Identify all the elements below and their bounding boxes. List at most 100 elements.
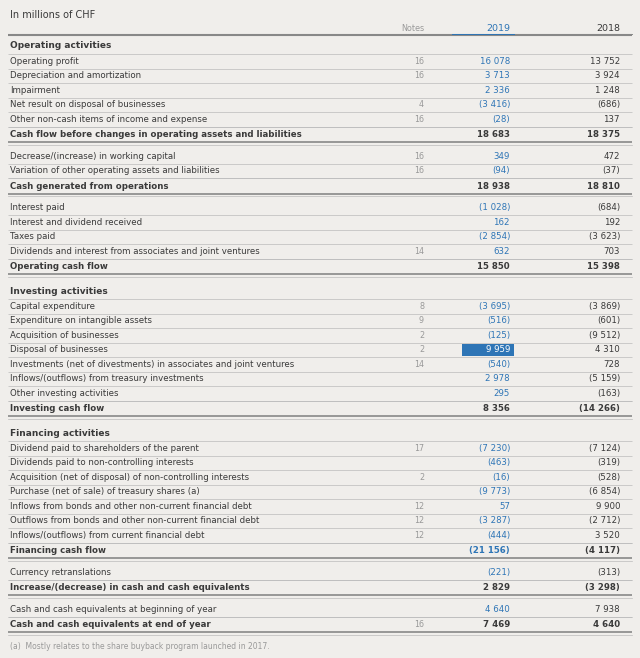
Text: 349: 349	[493, 152, 510, 161]
Text: (528): (528)	[597, 472, 620, 482]
Text: Other investing activities: Other investing activities	[10, 389, 118, 397]
Text: (28): (28)	[492, 114, 510, 124]
Text: 16: 16	[414, 620, 424, 629]
Text: (601): (601)	[597, 316, 620, 325]
Text: Outflows from bonds and other non-current financial debt: Outflows from bonds and other non-curren…	[10, 517, 259, 525]
Text: Acquisition (net of disposal) of non-controlling interests: Acquisition (net of disposal) of non-con…	[10, 472, 249, 482]
Text: Interest paid: Interest paid	[10, 203, 65, 213]
Text: Financing activities: Financing activities	[10, 428, 110, 438]
Text: Increase/(decrease) in cash and cash equivalents: Increase/(decrease) in cash and cash equ…	[10, 583, 250, 592]
Text: (2 712): (2 712)	[589, 517, 620, 525]
Text: Depreciation and amortization: Depreciation and amortization	[10, 71, 141, 80]
Text: Financing cash flow: Financing cash flow	[10, 546, 106, 555]
Text: 162: 162	[493, 218, 510, 227]
Text: Acquisition of businesses: Acquisition of businesses	[10, 331, 119, 340]
Text: 18 938: 18 938	[477, 182, 510, 191]
Text: Expenditure on intangible assets: Expenditure on intangible assets	[10, 316, 152, 325]
Text: Net result on disposal of businesses: Net result on disposal of businesses	[10, 100, 165, 109]
Bar	[462, 343, 514, 356]
Text: (3 298): (3 298)	[585, 583, 620, 592]
Text: Inflows from bonds and other non-current financial debt: Inflows from bonds and other non-current…	[10, 502, 252, 511]
Text: 472: 472	[604, 152, 620, 161]
Text: 4 640: 4 640	[485, 605, 510, 614]
Text: 137: 137	[604, 114, 620, 124]
Text: Impairment: Impairment	[10, 86, 60, 95]
Text: (1 028): (1 028)	[479, 203, 510, 213]
Text: (684): (684)	[597, 203, 620, 213]
Text: Disposal of businesses: Disposal of businesses	[10, 345, 108, 354]
Text: (3 869): (3 869)	[589, 302, 620, 311]
Text: 12: 12	[414, 517, 424, 525]
Text: Interest and dividend received: Interest and dividend received	[10, 218, 142, 227]
Text: (221): (221)	[487, 568, 510, 577]
Text: Operating activities: Operating activities	[10, 41, 111, 51]
Text: Cash and cash equivalents at beginning of year: Cash and cash equivalents at beginning o…	[10, 605, 216, 614]
Text: 16: 16	[414, 152, 424, 161]
Text: Dividend paid to shareholders of the parent: Dividend paid to shareholders of the par…	[10, 443, 199, 453]
Text: 9 959: 9 959	[486, 345, 510, 354]
Text: Investing cash flow: Investing cash flow	[10, 404, 104, 413]
Text: 8 356: 8 356	[483, 404, 510, 413]
Text: (3 287): (3 287)	[479, 517, 510, 525]
Text: 728: 728	[604, 360, 620, 368]
Text: 4: 4	[419, 100, 424, 109]
Text: (163): (163)	[597, 389, 620, 397]
Text: (516): (516)	[487, 316, 510, 325]
Text: (9 512): (9 512)	[589, 331, 620, 340]
Text: (686): (686)	[597, 100, 620, 109]
Text: 2: 2	[419, 472, 424, 482]
Text: 14: 14	[414, 247, 424, 256]
Text: (7 230): (7 230)	[479, 443, 510, 453]
Text: 2019: 2019	[486, 24, 510, 33]
Text: (a)  Mostly relates to the share buyback program launched in 2017.: (a) Mostly relates to the share buyback …	[10, 642, 269, 651]
Text: Variation of other operating assets and liabilities: Variation of other operating assets and …	[10, 166, 220, 175]
Text: 2: 2	[419, 345, 424, 354]
Text: (319): (319)	[597, 458, 620, 467]
Text: 7 938: 7 938	[595, 605, 620, 614]
Text: 18 375: 18 375	[587, 130, 620, 139]
Text: Purchase (net of sale) of treasury shares (a): Purchase (net of sale) of treasury share…	[10, 488, 200, 496]
Text: 1 248: 1 248	[595, 86, 620, 95]
Text: 17: 17	[414, 443, 424, 453]
Text: 2: 2	[419, 331, 424, 340]
Text: Decrease/(increase) in working capital: Decrease/(increase) in working capital	[10, 152, 175, 161]
Text: 4 310: 4 310	[595, 345, 620, 354]
Text: (125): (125)	[487, 331, 510, 340]
Text: 2 978: 2 978	[485, 374, 510, 383]
Text: Dividends paid to non-controlling interests: Dividends paid to non-controlling intere…	[10, 458, 194, 467]
Text: Capital expenditure: Capital expenditure	[10, 302, 95, 311]
Text: Inflows/(outflows) from current financial debt: Inflows/(outflows) from current financia…	[10, 531, 205, 540]
Text: 632: 632	[493, 247, 510, 256]
Text: 2 829: 2 829	[483, 583, 510, 592]
Text: 16: 16	[414, 166, 424, 175]
Text: 9: 9	[419, 316, 424, 325]
Text: 16 078: 16 078	[480, 57, 510, 66]
Text: (5 159): (5 159)	[589, 374, 620, 383]
Text: 7 469: 7 469	[483, 620, 510, 629]
Text: 703: 703	[604, 247, 620, 256]
Text: Notes: Notes	[401, 24, 424, 33]
Text: Cash flow before changes in operating assets and liabilities: Cash flow before changes in operating as…	[10, 130, 301, 139]
Text: (444): (444)	[487, 531, 510, 540]
Text: (14 266): (14 266)	[579, 404, 620, 413]
Text: 57: 57	[499, 502, 510, 511]
Text: 2 336: 2 336	[485, 86, 510, 95]
Text: 18 683: 18 683	[477, 130, 510, 139]
Text: 9 900: 9 900	[595, 502, 620, 511]
Text: 3 713: 3 713	[485, 71, 510, 80]
Text: 13 752: 13 752	[589, 57, 620, 66]
Text: 8: 8	[419, 302, 424, 311]
Text: 3 520: 3 520	[595, 531, 620, 540]
Text: (3 695): (3 695)	[479, 302, 510, 311]
Text: (7 124): (7 124)	[589, 443, 620, 453]
Text: 4 640: 4 640	[593, 620, 620, 629]
Text: 18 810: 18 810	[587, 182, 620, 191]
Text: 2018: 2018	[596, 24, 620, 33]
Text: (540): (540)	[487, 360, 510, 368]
Text: Cash and cash equivalents at end of year: Cash and cash equivalents at end of year	[10, 620, 211, 629]
Text: 16: 16	[414, 71, 424, 80]
Text: 14: 14	[414, 360, 424, 368]
Text: 16: 16	[414, 57, 424, 66]
Text: (9 773): (9 773)	[479, 488, 510, 496]
Text: Cash generated from operations: Cash generated from operations	[10, 182, 168, 191]
